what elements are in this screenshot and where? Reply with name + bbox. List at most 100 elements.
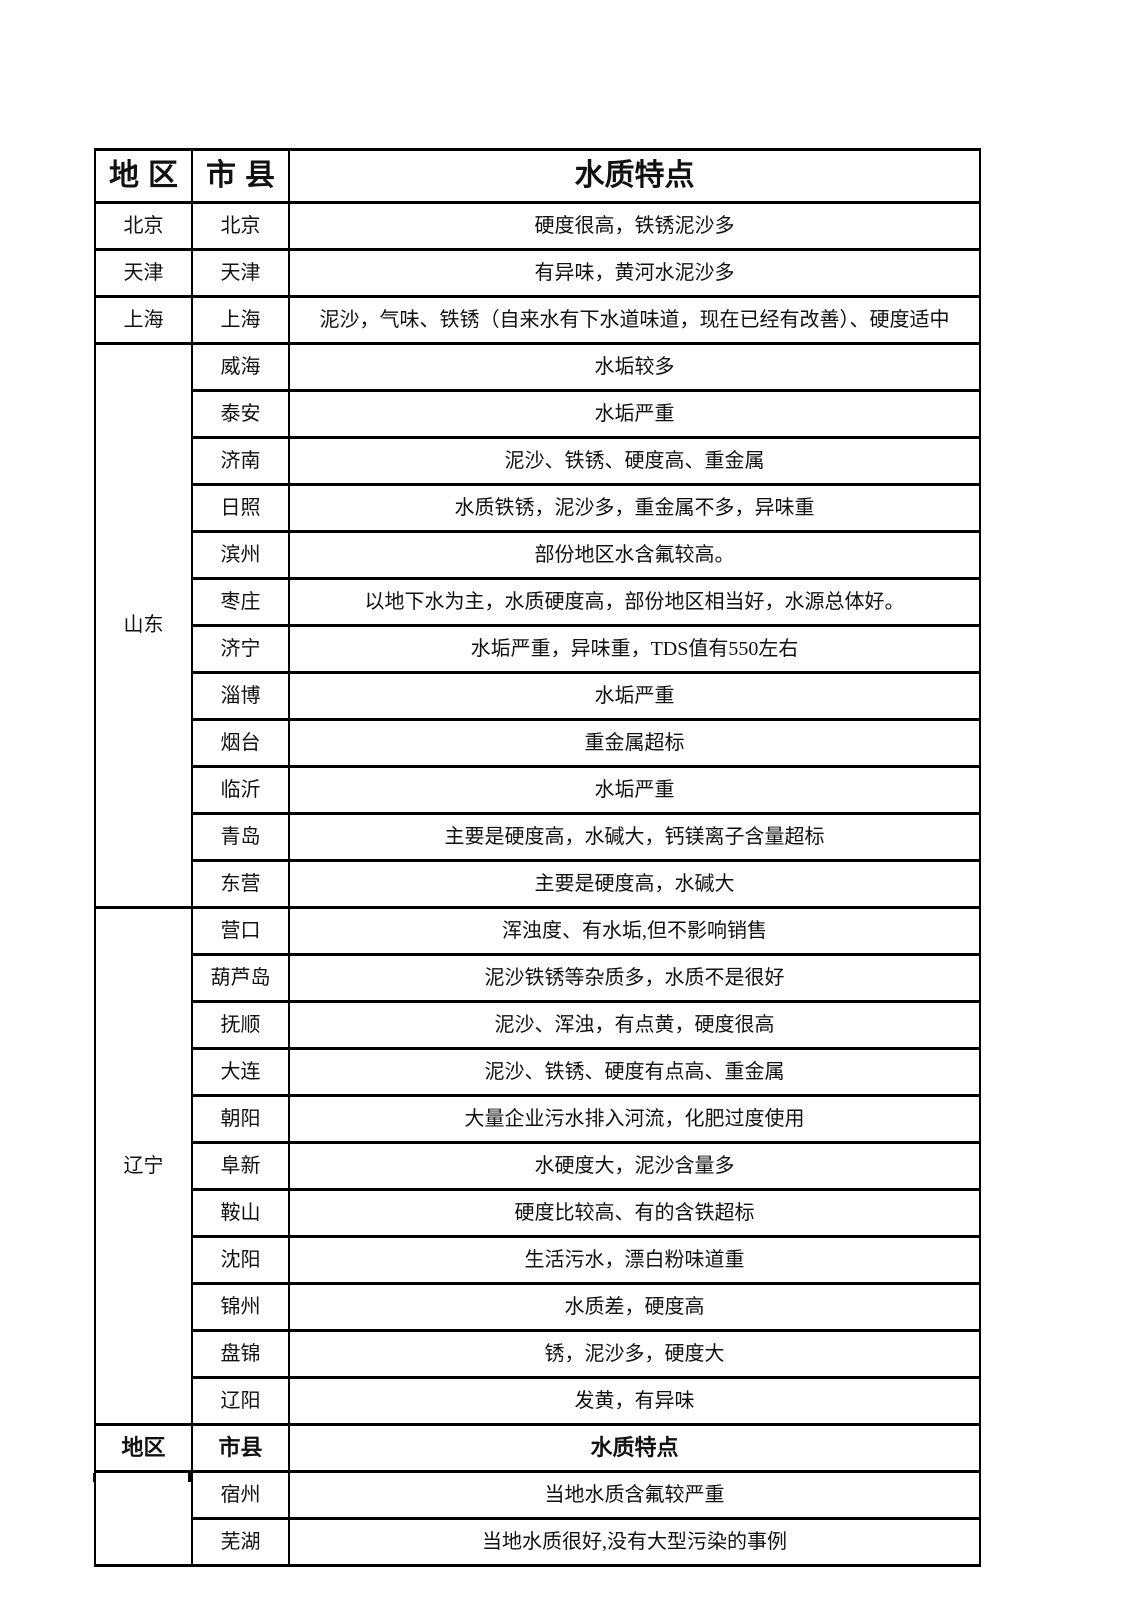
feature-cell: 以地下水为主，水质硬度高，部份地区相当好，水源总体好。	[288, 577, 981, 627]
feature-cell: 泥沙、铁锈、硬度高、重金属	[288, 436, 981, 486]
table-row: 东营 主要是硬度高，水碱大	[95, 859, 981, 909]
city-cell: 东营	[191, 859, 290, 909]
table-left-border-stub	[93, 1473, 96, 1482]
header-region-cell: 地区	[94, 148, 193, 204]
table-row: 鞍山 硬度比较高、有的含铁超标	[95, 1188, 981, 1238]
feature-cell: 泥沙、铁锈、硬度有点高、重金属	[288, 1047, 981, 1097]
city-cell: 烟台	[191, 718, 290, 768]
city-cell: 济宁	[191, 624, 290, 674]
city-cell: 营口	[191, 906, 290, 956]
table-row: 枣庄 以地下水为主，水质硬度高，部份地区相当好，水源总体好。	[95, 577, 981, 627]
table-row: 葫芦岛 泥沙铁锈等杂质多，水质不是很好	[95, 953, 981, 1003]
region-cell: 上海	[94, 295, 193, 345]
region-cell: 辽宁	[94, 906, 193, 1426]
header-city-cell: 市县	[191, 148, 290, 204]
feature-cell: 水质铁锈，泥沙多，重金属不多，异味重	[288, 483, 981, 533]
feature-cell: 泥沙，气味、铁锈（自来水有下水道味道，现在已经有改善）、硬度适中	[288, 295, 981, 345]
feature-cell: 水垢严重	[288, 389, 981, 439]
table-row: 济南 泥沙、铁锈、硬度高、重金属	[95, 436, 981, 486]
city-cell: 辽阳	[191, 1376, 290, 1426]
feature-cell: 大量企业污水排入河流，化肥过度使用	[288, 1094, 981, 1144]
header-row: 地区 市县 水质特点	[94, 148, 981, 204]
city-cell: 鞍山	[191, 1188, 290, 1238]
city-cell: 宿州	[191, 1470, 290, 1520]
city-cell: 日照	[191, 483, 290, 533]
feature-cell: 水垢严重，异味重，TDS值有550左右	[288, 624, 981, 674]
repeat-header-feature-cell: 水质特点	[288, 1423, 981, 1473]
feature-cell: 硬度很高，铁锈泥沙多	[288, 201, 981, 251]
city-cell: 北京	[191, 201, 290, 251]
feature-cell: 水垢严重	[288, 671, 981, 721]
table-row: 沈阳 生活污水，漂白粉味道重	[95, 1235, 981, 1285]
feature-cell: 浑浊度、有水垢,但不影响销售	[288, 906, 981, 956]
feature-cell: 硬度比较高、有的含铁超标	[288, 1188, 981, 1238]
table-row: 济宁 水垢严重，异味重，TDS值有550左右	[95, 624, 981, 674]
repeated-header-row: 地区 市县 水质特点	[94, 1423, 981, 1473]
table-row: 锦州 水质差，硬度高	[95, 1282, 981, 1332]
feature-cell: 水垢严重	[288, 765, 981, 815]
table-row: 大连 泥沙、铁锈、硬度有点高、重金属	[95, 1047, 981, 1097]
city-cell: 青岛	[191, 812, 290, 862]
city-cell: 淄博	[191, 671, 290, 721]
city-cell: 临沂	[191, 765, 290, 815]
city-cell: 芜湖	[191, 1517, 290, 1567]
table-row: 泰安 水垢严重	[95, 389, 981, 439]
feature-cell: 主要是硬度高，水碱大，钙镁离子含量超标	[288, 812, 981, 862]
city-cell: 沈阳	[191, 1235, 290, 1285]
city-cell: 盘锦	[191, 1329, 290, 1379]
feature-cell: 发黄，有异味	[288, 1376, 981, 1426]
feature-cell: 水质差，硬度高	[288, 1282, 981, 1332]
table-row: 滨州 部份地区水含氟较高。	[95, 530, 981, 580]
table-row: 朝阳 大量企业污水排入河流，化肥过度使用	[95, 1094, 981, 1144]
city-cell: 上海	[191, 295, 290, 345]
table-row: 烟台 重金属超标	[95, 718, 981, 768]
table-row: 山东 威海 水垢较多	[94, 342, 981, 909]
water-quality-table-body: 地区 市县 水质特点 北京 北京 硬度很高，铁锈泥沙多 天津 天津 有异味，黄河水泥沙多上…	[94, 148, 981, 1567]
city-cell: 朝阳	[191, 1094, 290, 1144]
region-cell: 北京	[94, 201, 193, 251]
feature-cell: 重金属超标	[288, 718, 981, 768]
table-row: 辽阳 发黄，有异味	[95, 1376, 981, 1426]
table-row: 淄博 水垢严重	[95, 671, 981, 721]
city-cell: 阜新	[191, 1141, 290, 1191]
table-row: 天津 天津 有异味，黄河水泥沙多	[94, 248, 981, 298]
table-row: 芜湖 当地水质很好,没有大型污染的事例	[95, 1517, 981, 1567]
city-cell: 天津	[191, 248, 290, 298]
feature-cell: 水垢较多	[288, 342, 981, 392]
city-cell: 抚顺	[191, 1000, 290, 1050]
city-cell: 枣庄	[191, 577, 290, 627]
table-row: 北京 北京 硬度很高，铁锈泥沙多	[94, 201, 981, 251]
table-row: 上海 上海 泥沙，气味、铁锈（自来水有下水道味道，现在已经有改善）、硬度适中	[94, 295, 981, 345]
region-cell: 天津	[94, 248, 193, 298]
city-cell: 葫芦岛	[191, 953, 290, 1003]
header-feature-cell: 水质特点	[288, 148, 981, 204]
feature-cell: 部份地区水含氟较高。	[288, 530, 981, 580]
table-row: 辽宁 营口 浑浊度、有水垢,但不影响销售	[94, 906, 981, 1426]
city-cell: 大连	[191, 1047, 290, 1097]
repeat-header-region-cell: 地区	[94, 1423, 193, 1473]
feature-cell: 泥沙、浑浊，有点黄，硬度很高	[288, 1000, 981, 1050]
feature-cell: 锈，泥沙多，硬度大	[288, 1329, 981, 1379]
repeat-header-city-cell: 市县	[191, 1423, 290, 1473]
feature-cell: 有异味，黄河水泥沙多	[288, 248, 981, 298]
region-cell	[94, 1470, 193, 1567]
table-row: 青岛 主要是硬度高，水碱大，钙镁离子含量超标	[95, 812, 981, 862]
city-cell: 威海	[191, 342, 290, 392]
table-row: 阜新 水硬度大，泥沙含量多	[95, 1141, 981, 1191]
city-cell: 济南	[191, 436, 290, 486]
table-row: 日照 水质铁锈，泥沙多，重金属不多，异味重	[95, 483, 981, 533]
water-quality-table: 地区 市县 水质特点 北京 北京 硬度很高，铁锈泥沙多 天津 天津 有异味，黄河水泥沙多上…	[94, 148, 981, 1567]
table-row: 盘锦 锈，泥沙多，硬度大	[95, 1329, 981, 1379]
region-cell: 山东	[94, 342, 193, 909]
feature-cell: 当地水质含氟较严重	[288, 1470, 981, 1520]
table-divider-border-stub	[188, 1473, 191, 1482]
table-row: 临沂 水垢严重	[95, 765, 981, 815]
feature-cell: 生活污水，漂白粉味道重	[288, 1235, 981, 1285]
table-row: 抚顺 泥沙、浑浊，有点黄，硬度很高	[95, 1000, 981, 1050]
feature-cell: 泥沙铁锈等杂质多，水质不是很好	[288, 953, 981, 1003]
feature-cell: 主要是硬度高，水碱大	[288, 859, 981, 909]
city-cell: 泰安	[191, 389, 290, 439]
feature-cell: 当地水质很好,没有大型污染的事例	[288, 1517, 981, 1567]
city-cell: 锦州	[191, 1282, 290, 1332]
